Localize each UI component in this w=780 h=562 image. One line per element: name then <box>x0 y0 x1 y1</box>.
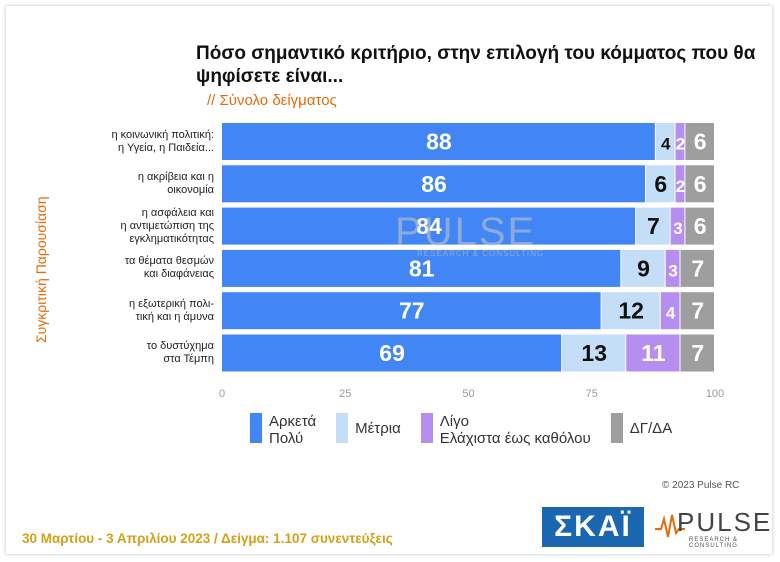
bar-segment <box>222 334 562 372</box>
bar-segment <box>665 249 680 287</box>
survey-footer: 30 Μαρτίου - 3 Απριλίου 2023 / Δείγμα: 1… <box>22 531 393 546</box>
copyright-note: © 2023 Pulse RC <box>662 480 740 491</box>
category-label: η ακρίβεια και η οικονομία <box>137 170 214 196</box>
legend-label: Λίγο Ελάχιστα έως καθόλου <box>439 413 591 447</box>
data-label: 86 <box>421 171 447 197</box>
bar-segment <box>670 207 685 245</box>
legend-swatch <box>336 413 349 443</box>
data-label: 7 <box>691 298 704 324</box>
data-label: 11 <box>641 340 666 366</box>
data-label: 9 <box>637 255 650 281</box>
chart-legend: Αρκετά Πολύ Μέτρια Λίγο Ελάχιστα έως καθόλ… <box>250 413 684 457</box>
bar-segment <box>655 123 675 160</box>
data-label: 84 <box>416 213 442 239</box>
data-label: 2 <box>676 177 685 196</box>
chart-subtitle: // Σύνολο δείγματος <box>207 92 337 109</box>
category-label: η ασφάλεια και η αντιμετώπιση της εγκλημ… <box>120 206 214 245</box>
pulse-logo: PULSE RESEARCH & CONSULTING <box>655 507 770 549</box>
bar-segment <box>685 207 714 245</box>
data-label: 81 <box>409 255 435 281</box>
bar-segment <box>685 165 714 203</box>
legend-swatch <box>250 413 262 443</box>
category-label: τα θέματα θεσμών και διαφάνειας <box>124 255 214 281</box>
data-label: 69 <box>379 340 405 366</box>
legend-item: Αρκετά Πολύ <box>250 413 316 447</box>
bar-segment <box>222 292 601 330</box>
bar-segment <box>222 207 636 245</box>
data-label: 13 <box>581 340 607 366</box>
bar-segment <box>222 123 655 160</box>
legend-label: ΔΓ/ΔΑ <box>629 420 673 437</box>
legend-swatch <box>610 413 623 443</box>
skai-logo: ΣΚΑΪ <box>542 507 644 547</box>
bar-segment <box>675 123 685 160</box>
x-tick-label: 100 <box>706 388 724 400</box>
bar-segment <box>621 249 665 287</box>
bar-segment <box>645 165 675 203</box>
bar-segment <box>562 334 626 372</box>
bar-segment <box>601 292 660 330</box>
bar-segment <box>222 165 645 203</box>
pulse-wave-icon <box>655 514 685 538</box>
data-label: 3 <box>673 219 682 238</box>
x-tick-label: 50 <box>462 388 474 400</box>
data-label: 6 <box>694 213 707 239</box>
bar-segment <box>660 292 680 330</box>
legend-label: Αρκετά Πολύ <box>269 413 317 447</box>
category-label: η εξωτερική πολι- τική και η άμυνα <box>128 297 214 323</box>
bar-segment <box>680 334 714 372</box>
bar-segment <box>675 165 685 203</box>
data-label: 12 <box>618 298 644 324</box>
bar-segment <box>636 207 670 245</box>
data-label: 6 <box>694 129 707 155</box>
legend-label: Μέτρια <box>355 420 401 437</box>
bar-segment <box>680 292 714 330</box>
legend-item: Μέτρια <box>336 413 401 443</box>
data-label: 6 <box>694 171 707 197</box>
data-label: 7 <box>647 213 660 239</box>
data-label: 4 <box>661 135 671 154</box>
category-label: η κοινωνική πολιτική: η Υγεία, η Παιδεία… <box>111 128 214 154</box>
category-label: το δυστύχημα στα Τέμπη <box>146 340 214 365</box>
chart-title: Πόσο σημαντικό κριτήριο, στην επιλογή το… <box>196 43 756 87</box>
bar-segment <box>222 249 621 287</box>
bar-segment <box>680 249 714 287</box>
data-label: 2 <box>676 135 685 154</box>
x-tick-label: 0 <box>219 388 225 400</box>
legend-item: ΔΓ/ΔΑ <box>610 413 673 443</box>
x-tick-label: 75 <box>586 388 598 400</box>
legend-item: Λίγο Ελάχιστα έως καθόλου <box>420 413 591 447</box>
data-label: 6 <box>654 171 667 197</box>
data-label: 88 <box>426 129 452 155</box>
data-label: 77 <box>399 298 425 324</box>
bar-segment <box>685 123 714 160</box>
x-tick-label: 25 <box>339 388 351 400</box>
data-label: 7 <box>691 255 704 281</box>
data-label: 7 <box>691 340 704 366</box>
bar-segment <box>626 334 680 372</box>
data-label: 3 <box>668 261 677 280</box>
data-label: 4 <box>666 304 676 323</box>
legend-swatch <box>420 413 433 443</box>
